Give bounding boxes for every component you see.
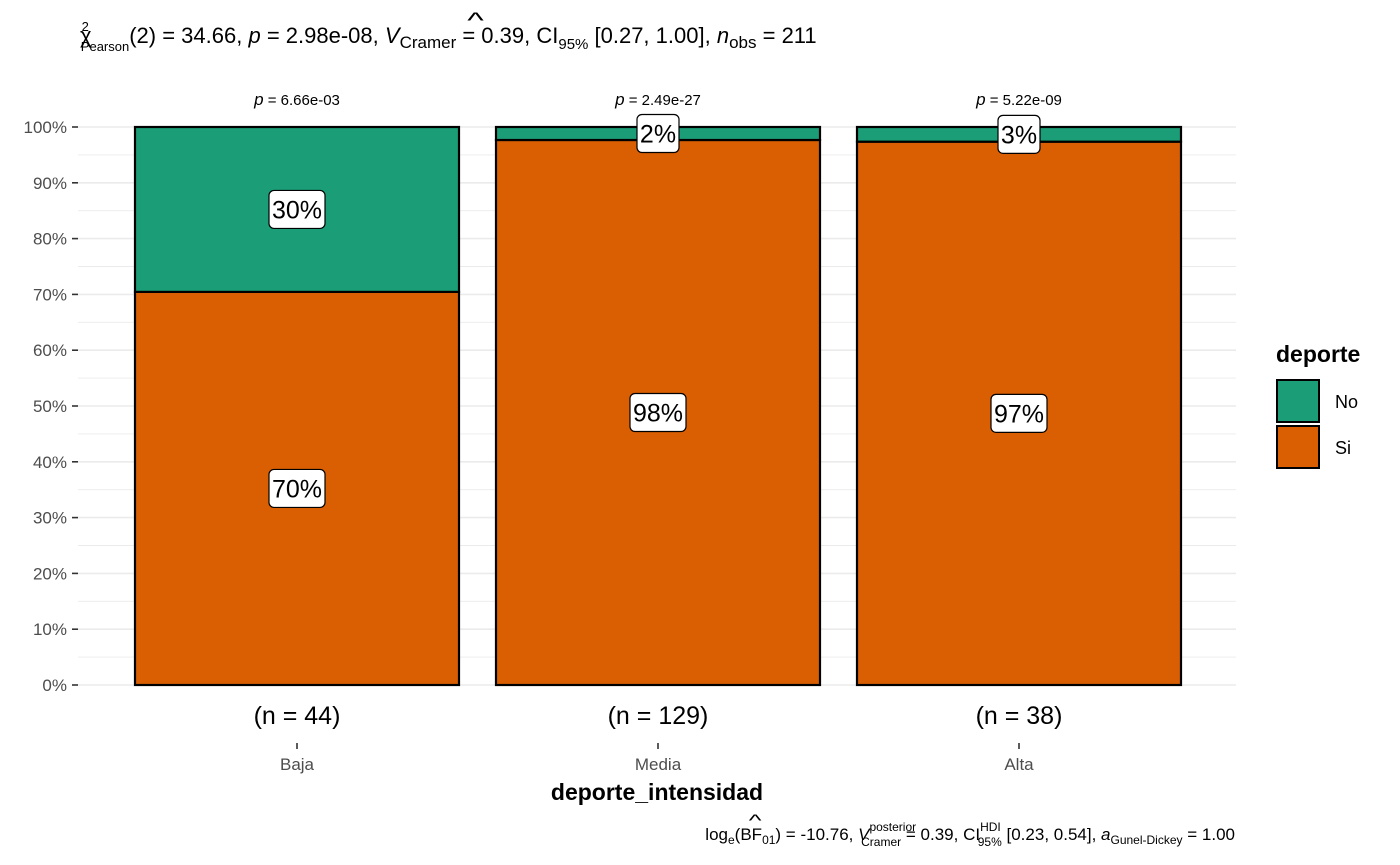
- caption-part-4: = 1.00: [1183, 825, 1235, 844]
- title-v: V: [385, 23, 402, 48]
- x-axis-title: deporte_intensidad: [551, 779, 763, 805]
- title-sub-95: 95%: [558, 36, 588, 53]
- p-label-value-media: = 2.49e-27: [625, 92, 701, 109]
- bars: [133, 125, 1183, 687]
- y-tick-label-30: 30%: [33, 509, 67, 528]
- caption-sub-e: e: [728, 833, 735, 847]
- x-tick-label-alta: Alta: [1004, 755, 1034, 774]
- title-sub-pearson: Pearson: [81, 39, 129, 54]
- p-value-labels: p = 6.66e-03 p = 2.49e-27 p = 5.22e-09: [253, 90, 1062, 109]
- chart-title: χ2 Pearson(2) = 34.66, p = 2.98e-08, VCra…: [80, 19, 817, 54]
- data-labels: 70% 30% 98% 2% 97% 3%: [268, 113, 1048, 509]
- legend-key-no: [1276, 379, 1320, 423]
- caption-a: a: [1101, 825, 1110, 844]
- caption-sub-gd: Gunel-Dickey: [1111, 833, 1183, 847]
- title-part-3: = 0.39, CI: [456, 23, 558, 48]
- bar-baja-no: [133, 125, 461, 293]
- caption-bf: (BF: [735, 825, 762, 844]
- y-tick-label-50: 50%: [33, 397, 67, 416]
- data-label-box-baja-no: [268, 189, 326, 230]
- caption-hat: ^: [749, 810, 762, 829]
- p-label-p-alta: p: [975, 90, 985, 109]
- caption-part-3: [0.23, 0.54],: [1002, 825, 1101, 844]
- title-sub-obs: obs: [729, 33, 756, 52]
- x-tick-label-baja: Baja: [280, 755, 315, 774]
- legend: deporte No Si: [1276, 341, 1360, 469]
- legend-title: deporte: [1276, 341, 1360, 367]
- caption-part-2: = 0.39, CI: [901, 825, 980, 844]
- data-label-media-no: 2%: [640, 121, 676, 149]
- p-label-baja: p = 6.66e-03: [253, 90, 340, 109]
- title-p: p: [247, 23, 260, 48]
- title-part-2: = 2.98e-08,: [261, 23, 385, 48]
- y-axis: 0% 10% 20% 30% 40% 50% 60% 70% 80% 90% 100%: [24, 118, 78, 695]
- data-label-box-media-no: [636, 113, 680, 154]
- data-label-baja-no: 30%: [272, 196, 322, 224]
- y-tick-label-20: 20%: [33, 564, 67, 583]
- data-label-box-alta-no: [997, 114, 1041, 154]
- y-tick-label-60: 60%: [33, 341, 67, 360]
- caption-sup-posterior: posterior: [869, 820, 916, 834]
- title-sub-cramer: Cramer: [400, 33, 457, 52]
- caption-sup-hdi: HDI: [980, 820, 1001, 834]
- legend-label-no: No: [1335, 392, 1358, 412]
- data-label-alta-no: 3%: [1001, 121, 1037, 149]
- p-label-value-alta: = 5.22e-09: [986, 92, 1062, 109]
- title-chi: χ: [80, 23, 92, 48]
- y-tick-label-10: 10%: [33, 620, 67, 639]
- title-hat: ^: [467, 9, 484, 34]
- x-tick-label-media: Media: [635, 755, 682, 774]
- chart-caption: loge(BF01) = -10.76, Vposterior Cramer = …: [705, 820, 1235, 849]
- p-label-alta: p = 5.22e-09: [975, 90, 1062, 109]
- p-label-media: p = 2.49e-27: [614, 90, 701, 109]
- data-label-media-si: 98%: [633, 400, 683, 428]
- caption-log: log: [705, 825, 728, 844]
- caption-sub-01: 01: [762, 833, 776, 847]
- count-label-media: (n = 129): [608, 702, 709, 730]
- y-tick-label-100: 100%: [24, 118, 67, 137]
- title-part-1: (2) = 34.66,: [129, 23, 248, 48]
- y-tick-label-0: 0%: [42, 676, 67, 695]
- y-tick-label-40: 40%: [33, 453, 67, 472]
- y-tick-label-80: 80%: [33, 230, 67, 249]
- p-label-p-media: p: [614, 90, 624, 109]
- data-label-baja-si: 70%: [272, 475, 322, 503]
- y-tick-label-70: 70%: [33, 285, 67, 304]
- caption-part-1: ) = -10.76,: [775, 825, 858, 844]
- caption-sub-95: 95%: [978, 835, 1002, 849]
- data-label-alta-si: 97%: [994, 400, 1044, 428]
- legend-key-si: [1276, 425, 1320, 469]
- legend-label-si: Si: [1335, 438, 1351, 458]
- title-n: n: [717, 23, 729, 48]
- title-part-4: [0.27, 1.00],: [588, 23, 716, 48]
- data-label-box-media-si: [629, 392, 687, 433]
- p-label-value-baja: = 6.66e-03: [264, 92, 340, 109]
- title-part-5: = 211: [757, 23, 817, 48]
- title-sup-2: 2: [82, 19, 89, 34]
- count-label-alta: (n = 38): [976, 702, 1063, 730]
- p-label-p-baja: p: [253, 90, 263, 109]
- caption-v: V: [858, 825, 871, 844]
- data-label-box-baja-si: [268, 468, 326, 509]
- data-label-box-alta-si: [990, 393, 1048, 433]
- count-label-baja: (n = 44): [254, 702, 341, 730]
- y-tick-label-90: 90%: [33, 174, 67, 193]
- x-axis: (n = 44) Baja (n = 129) Media (n = 38) Alta: [254, 702, 1063, 774]
- caption-sub-cramer: Cramer: [861, 835, 901, 849]
